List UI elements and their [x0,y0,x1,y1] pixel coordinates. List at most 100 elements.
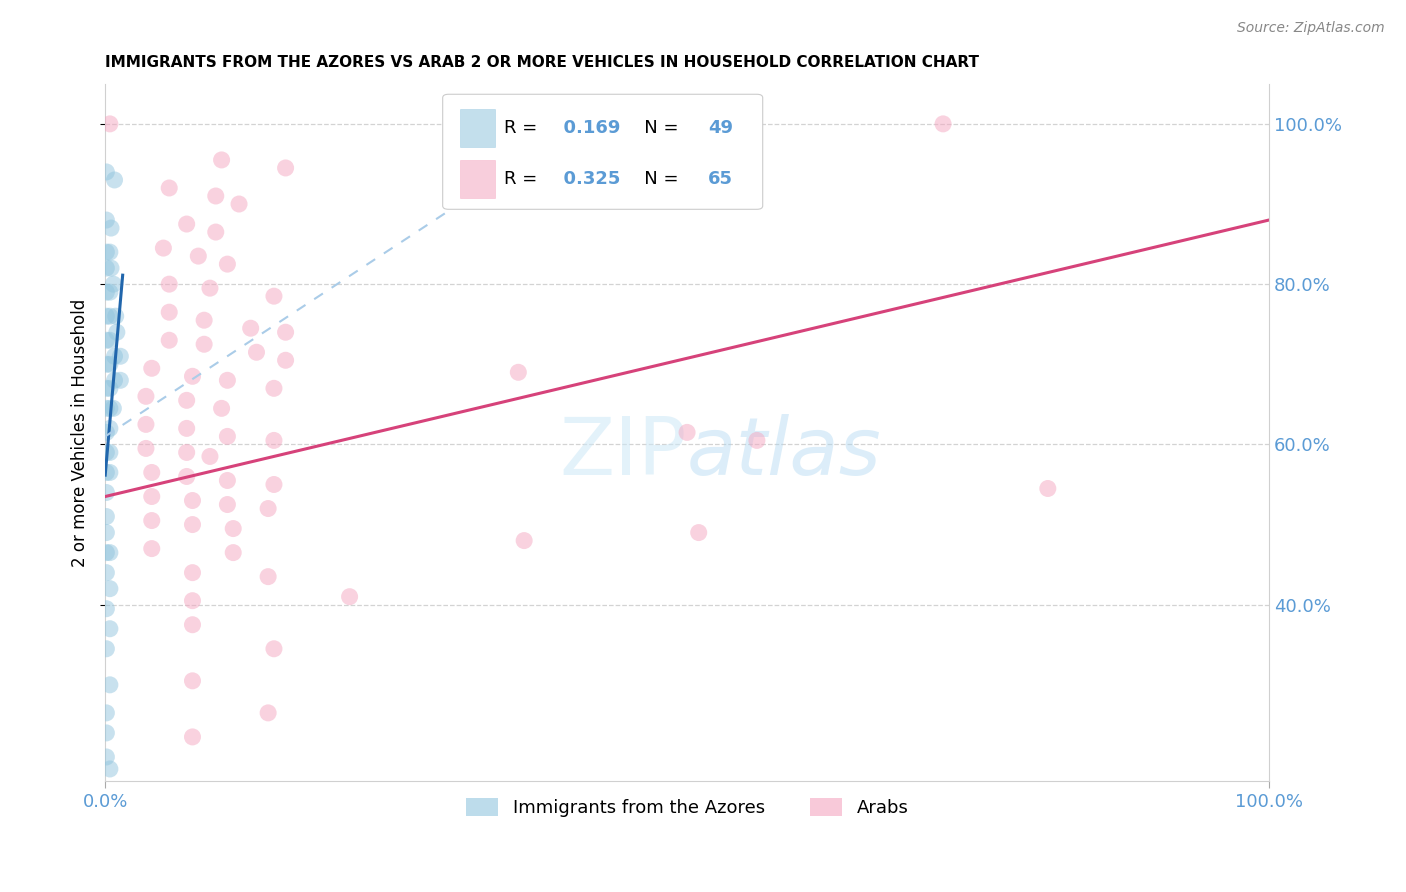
Point [239,321,262,335]
Text: atlas: atlas [688,414,882,492]
Point [98,445,121,459]
Point [176,421,198,435]
Point [96,566,118,580]
Point [217,498,239,512]
Point [228,197,250,211]
Point [257,501,280,516]
Point [103,373,125,387]
Point [96,726,118,740]
Point [135,389,157,403]
Point [96,706,118,720]
Point [96,466,118,480]
Point [110,373,132,387]
Point [103,349,125,363]
Point [96,546,118,560]
Legend: Immigrants from the Azores, Arabs: Immigrants from the Azores, Arabs [458,790,915,824]
Point [513,533,536,548]
Text: IMMIGRANTS FROM THE AZORES VS ARAB 2 OR MORE VEHICLES IN HOUSEHOLD CORRELATION C: IMMIGRANTS FROM THE AZORES VS ARAB 2 OR … [105,55,979,70]
Point [222,522,245,536]
Point [141,490,163,504]
Point [135,417,157,432]
Point [222,546,245,560]
Text: Source: ZipAtlas.com: Source: ZipAtlas.com [1237,21,1385,35]
Point [141,541,163,556]
Point [263,477,285,491]
Point [181,566,204,580]
Point [104,309,127,323]
Point [176,393,198,408]
FancyBboxPatch shape [443,95,762,210]
Point [245,345,267,359]
Point [274,325,297,339]
Point [257,706,280,720]
Text: ZIP: ZIP [560,414,688,492]
Point [676,425,699,440]
Point [176,445,198,459]
Point [103,173,125,187]
Point [204,189,226,203]
Point [96,245,118,260]
Point [100,261,122,276]
Point [96,213,118,227]
Point [96,333,118,347]
Point [98,762,121,776]
Point [96,525,118,540]
Point [98,466,121,480]
Point [176,217,198,231]
Point [96,750,118,764]
Point [932,117,955,131]
Point [96,641,118,656]
Point [98,357,121,371]
Point [157,305,180,319]
Text: 0.169: 0.169 [551,119,620,137]
Point [141,514,163,528]
Point [135,442,157,456]
Point [176,469,198,483]
Point [193,337,215,351]
Text: R =: R = [505,169,543,188]
Point [96,165,118,179]
Point [103,277,125,292]
Text: 0.325: 0.325 [551,169,620,188]
Point [187,249,209,263]
Point [96,601,118,615]
Point [96,401,118,416]
Point [96,285,118,300]
Point [98,381,121,395]
Point [181,673,204,688]
Point [103,401,125,416]
Text: 65: 65 [709,169,733,188]
Point [96,381,118,395]
Point [211,401,233,416]
Point [508,365,530,379]
Point [181,730,204,744]
Point [96,425,118,440]
Point [181,617,204,632]
Point [98,546,121,560]
Point [96,485,118,500]
Point [98,421,121,435]
Point [263,381,285,395]
Point [98,678,121,692]
Text: N =: N = [627,169,683,188]
Point [274,161,297,175]
Point [98,622,121,636]
Point [211,153,233,167]
Point [263,641,285,656]
Point [98,285,121,300]
Point [98,582,121,596]
Point [688,525,710,540]
Point [204,225,226,239]
Point [198,450,221,464]
Point [96,357,118,371]
Point [96,309,118,323]
Point [339,590,361,604]
Point [181,517,204,532]
Point [100,221,122,235]
Point [141,466,163,480]
Point [217,257,239,271]
Point [96,445,118,459]
Point [274,353,297,368]
Point [217,429,239,443]
Text: 49: 49 [709,119,733,137]
